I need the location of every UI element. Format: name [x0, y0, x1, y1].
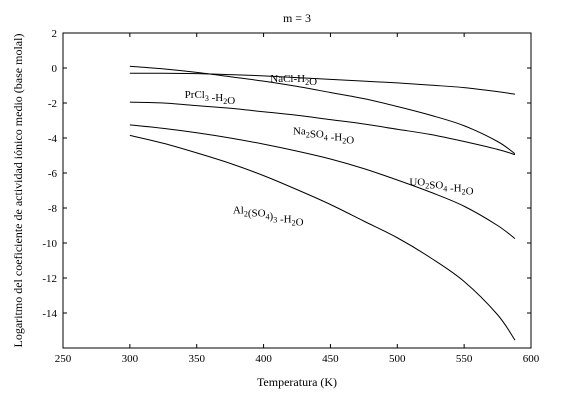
series-label-1: PrCl3 -H2O — [185, 89, 236, 107]
series-line-0 — [129, 72, 516, 95]
y-tick-label: 0 — [52, 63, 58, 75]
y-tick-label: -6 — [48, 168, 58, 180]
x-axis-label: Temperatura (K) — [257, 375, 337, 389]
series-line-4 — [129, 134, 516, 341]
y-tick-label: -12 — [42, 273, 57, 285]
x-tick-label: 600 — [523, 353, 540, 365]
series-line-1 — [129, 65, 516, 155]
series-label-4: Al2(SO4)3 -H2O — [233, 204, 304, 228]
y-tick-label: -4 — [48, 133, 58, 145]
series-line-2 — [129, 101, 516, 156]
y-axis-label: Logaritmo del coeficiente de actividad i… — [11, 34, 25, 348]
x-tick-label: 500 — [389, 353, 406, 365]
x-tick-label: 450 — [322, 353, 339, 365]
y-tick-label: -10 — [42, 238, 57, 250]
x-tick-label: 250 — [55, 353, 72, 365]
x-tick-label: 300 — [122, 353, 139, 365]
series-label-2: Na2SO4 -H2O — [293, 126, 354, 147]
x-tick-label: 550 — [456, 353, 473, 365]
chart-title: m = 3 — [283, 11, 311, 25]
y-tick-label: -14 — [42, 308, 57, 320]
x-tick-label: 400 — [255, 353, 272, 365]
y-tick-label: 2 — [52, 28, 58, 40]
y-tick-label: -2 — [48, 98, 57, 110]
series-line-3 — [129, 124, 516, 240]
series-label-3: UO2SO4 -H2O — [409, 176, 473, 197]
series-label-0: NaCl-H2O — [270, 73, 317, 88]
x-tick-label: 350 — [188, 353, 205, 365]
y-tick-label: -8 — [48, 203, 58, 215]
plot-frame — [62, 32, 532, 349]
